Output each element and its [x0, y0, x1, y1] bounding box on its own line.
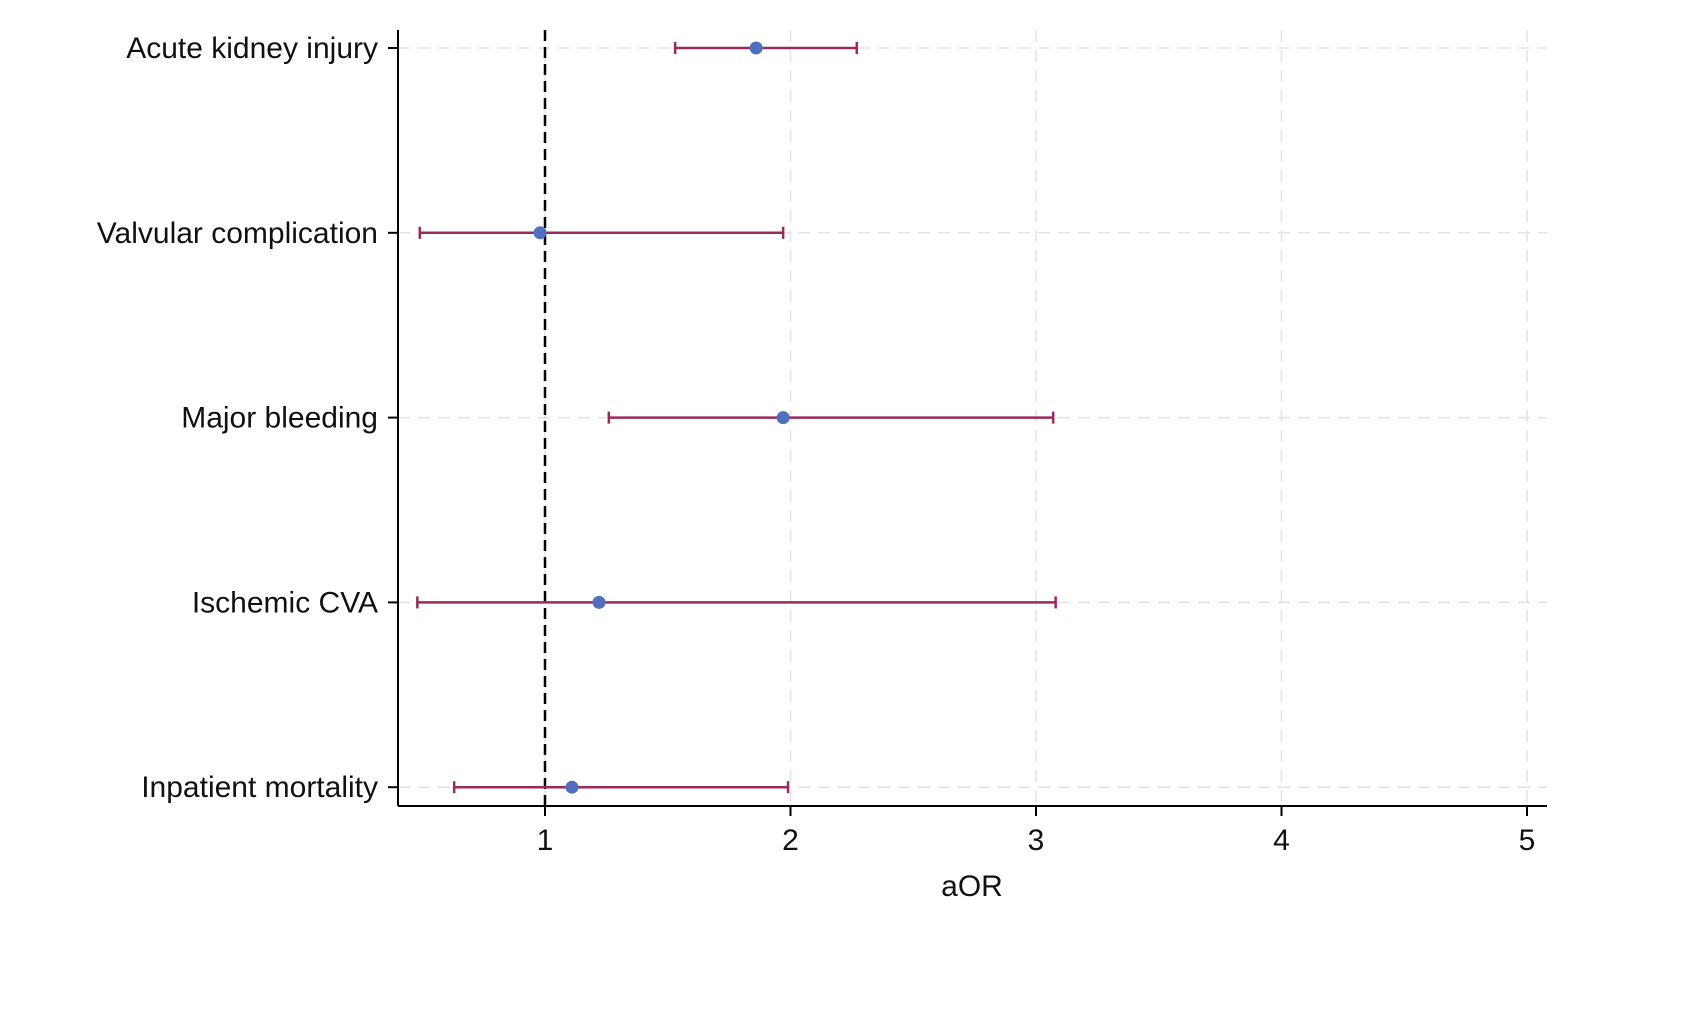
x-tick-label: 3: [1028, 824, 1045, 857]
x-tick-label: 1: [537, 824, 554, 857]
x-tick-label: 2: [782, 824, 799, 857]
point-estimate: [592, 595, 606, 609]
marks-group: [416, 41, 1057, 794]
point-estimate: [533, 226, 547, 240]
point-estimate: [565, 780, 579, 794]
y-tick-label: Major bleeding: [181, 402, 378, 435]
y-tick-label: Acute kidney injury: [126, 32, 378, 65]
y-tick-label: Inpatient mortality: [141, 771, 378, 804]
point-estimate: [776, 411, 790, 425]
x-tick-label: 4: [1273, 824, 1290, 857]
x-axis-label: aOR: [941, 870, 1003, 903]
axes-group: 1 2 3 4 5 Acute kidney injury Valvular complic…: [97, 30, 1547, 857]
point-estimate: [749, 41, 763, 55]
y-tick-label: Valvular complication: [97, 217, 378, 250]
y-tick-label: Ischemic CVA: [192, 586, 378, 619]
x-tick-label: 5: [1519, 824, 1536, 857]
